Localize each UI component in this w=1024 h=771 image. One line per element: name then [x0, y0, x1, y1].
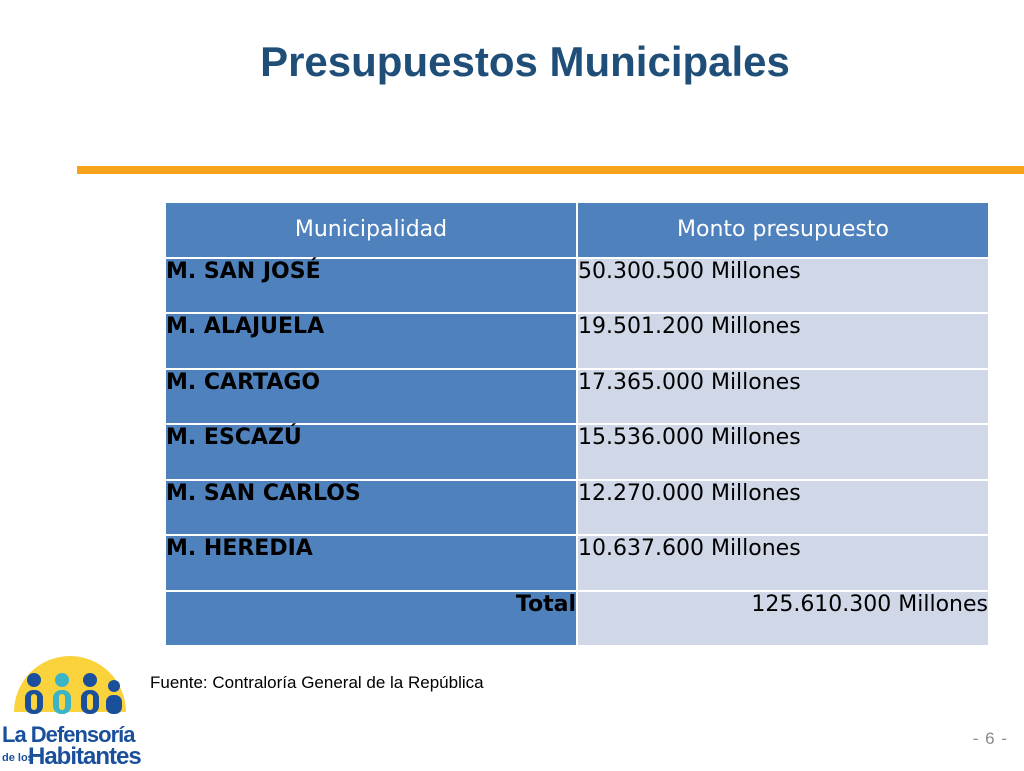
table-header-row: Municipalidad Monto presupuesto — [166, 203, 988, 257]
defensoria-logo: La Defensoría de losHabitantes — [0, 650, 142, 771]
row-amount: 15.536.000 Millones — [578, 425, 988, 479]
page-number: - 6 - — [972, 729, 1008, 748]
row-amount: 19.501.200 Millones — [578, 314, 988, 368]
logo-text-line1: La Defensoría — [2, 722, 135, 747]
logo-text-line2: de losHabitantes — [2, 743, 142, 771]
row-amount: 17.365.000 Millones — [578, 369, 988, 423]
table-row: M. SAN CARLOS 12.270.000 Millones — [166, 480, 988, 534]
table-row: M. ESCAZÚ 15.536.000 Millones — [166, 425, 988, 479]
logo-text-main: Habitantes — [28, 743, 142, 770]
logo-text-prefix: de los — [2, 751, 34, 764]
logo-figures-icon — [14, 656, 126, 714]
row-name: M. HEREDIA — [166, 536, 576, 590]
row-name: M. ALAJUELA — [166, 314, 576, 368]
row-name: M. SAN JOSÉ — [166, 258, 576, 312]
row-name: M. CARTAGO — [166, 369, 576, 423]
table-row: M. SAN JOSÉ 50.300.500 Millones — [166, 258, 988, 312]
total-label: Total — [166, 591, 576, 645]
table-row: M. CARTAGO 17.365.000 Millones — [166, 369, 988, 423]
row-amount: 12.270.000 Millones — [578, 480, 988, 534]
table-row: M. ALAJUELA 19.501.200 Millones — [166, 314, 988, 368]
accent-bar — [77, 166, 1024, 174]
header-monto: Monto presupuesto — [578, 203, 988, 257]
source-note: Fuente: Contraloría General de la Repúbl… — [150, 673, 484, 692]
row-name: M. ESCAZÚ — [166, 425, 576, 479]
slide-title: Presupuestos Municipales — [260, 38, 790, 85]
row-amount: 50.300.500 Millones — [578, 258, 988, 312]
budget-table: Municipalidad Monto presupuesto M. SAN J… — [164, 201, 990, 647]
table-row: M. HEREDIA 10.637.600 Millones — [166, 536, 988, 590]
row-amount: 10.637.600 Millones — [578, 536, 988, 590]
header-municipalidad: Municipalidad — [166, 203, 576, 257]
table-total-row: Total 125.610.300 Millones — [166, 591, 988, 645]
row-name: M. SAN CARLOS — [166, 480, 576, 534]
total-amount: 125.610.300 Millones — [578, 591, 988, 645]
